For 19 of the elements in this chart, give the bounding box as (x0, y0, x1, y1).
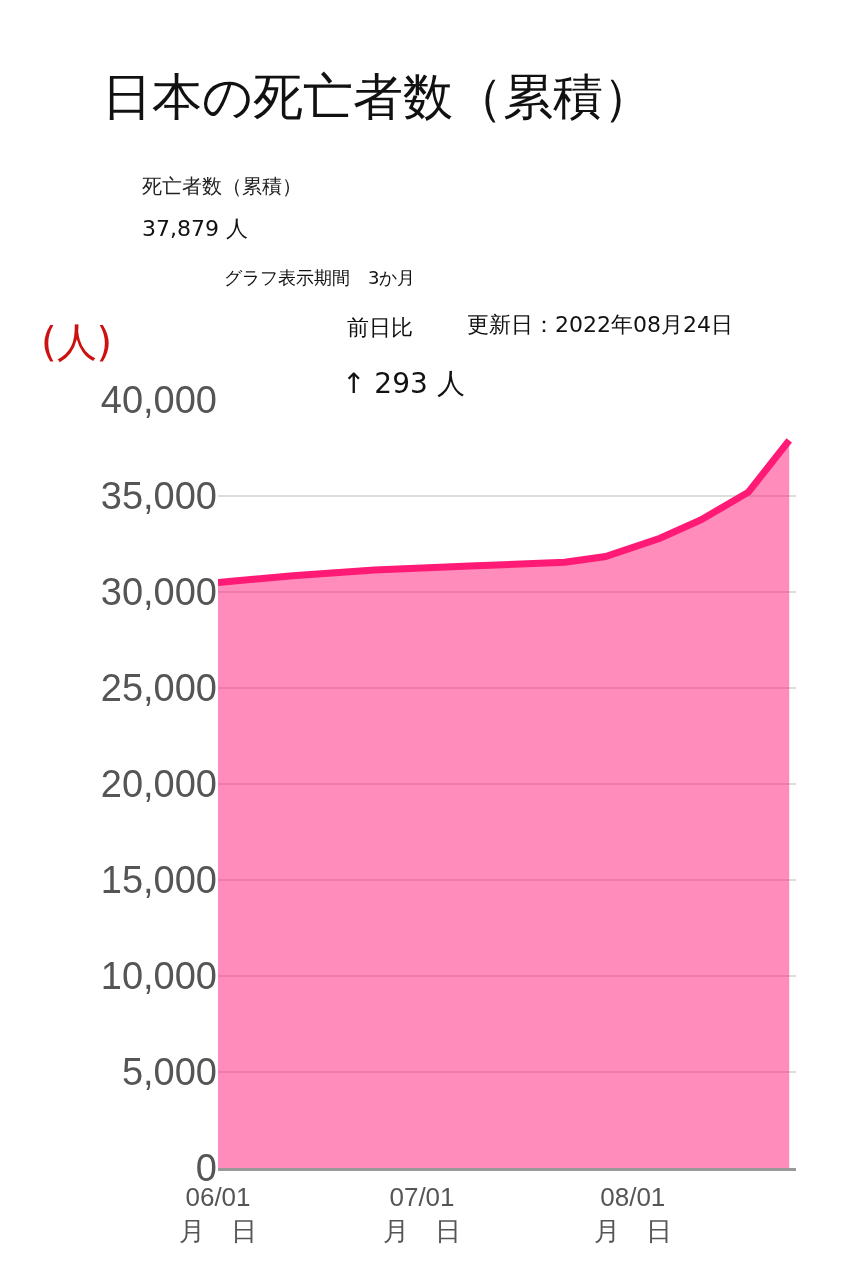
annotation: ↑ 293 人 (342, 367, 465, 400)
y-axis-title: (人) (41, 319, 113, 365)
y-tick-label: 5,000 (121, 1051, 217, 1094)
y-tick-label: 35,000 (100, 475, 217, 518)
x-tick-label: 08/01 月 日 (593, 1182, 672, 1246)
text: 前日比 (347, 315, 413, 340)
text: グラフ表示期間 3か月 (224, 267, 416, 288)
text: 死亡者数（累積） (142, 174, 302, 198)
y-tick-label: 25,000 (100, 667, 217, 710)
text: 更新日：2022年08月24日 (467, 312, 733, 337)
y-tick-label: 15,000 (100, 859, 217, 902)
y-tick-label: 30,000 (100, 571, 217, 614)
y-tick-label: 20,000 (100, 763, 217, 806)
y-tick-label: 40,000 (100, 379, 217, 422)
chart-title: 日本の死亡者数（累積） (102, 67, 654, 126)
x-tick-label: 07/01 月 日 (383, 1182, 461, 1246)
x-tick-label: 06/01 月 日 (179, 1182, 257, 1246)
y-tick-label: 10,000 (100, 955, 217, 998)
text: 37,879 人 (142, 216, 248, 241)
